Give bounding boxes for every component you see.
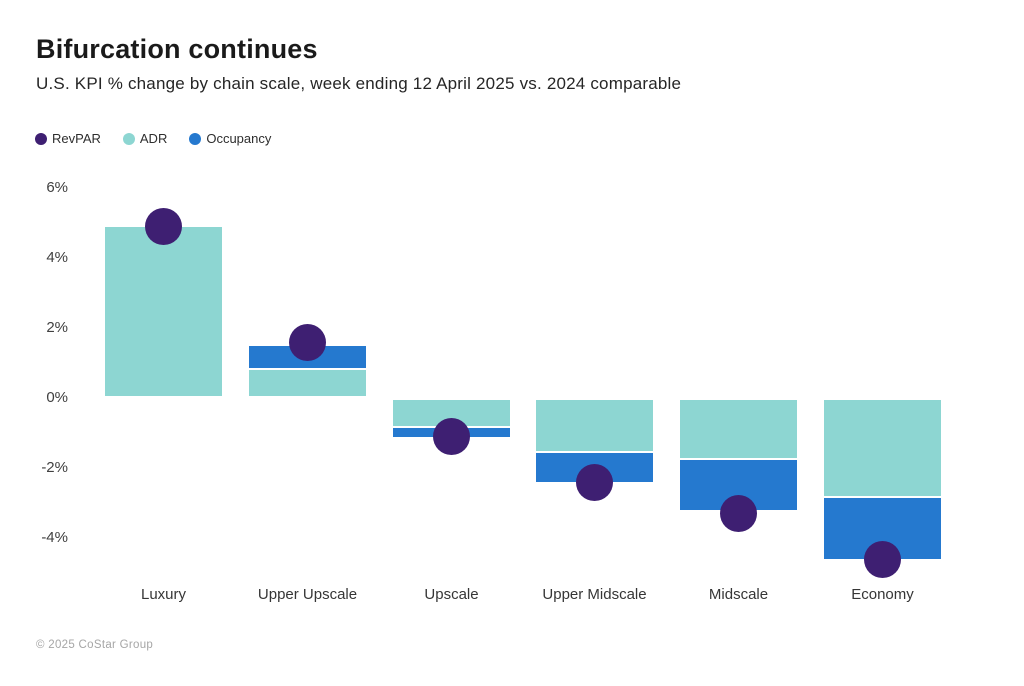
y-tick-label: -2% bbox=[41, 459, 68, 476]
x-category-label: Upper Midscale bbox=[542, 586, 647, 603]
legend-label: RevPAR bbox=[52, 131, 101, 146]
legend-item-revpar: RevPAR bbox=[35, 131, 101, 146]
y-tick-label: -4% bbox=[41, 529, 68, 546]
y-tick-label: 2% bbox=[46, 319, 68, 336]
revpar-dot bbox=[576, 463, 613, 501]
x-category-label: Upscale bbox=[424, 586, 479, 603]
legend-dot bbox=[122, 132, 135, 145]
legend-item-occupancy: Occupancy bbox=[189, 131, 271, 146]
revpar-dot bbox=[864, 540, 901, 578]
legend-dot bbox=[35, 132, 47, 145]
chart-legend: RevPAR ADR Occupancy bbox=[35, 131, 271, 146]
legend-label: Occupancy bbox=[206, 131, 272, 146]
y-tick-label: 0% bbox=[46, 389, 68, 406]
revpar-dot bbox=[720, 495, 757, 532]
chart-title: Bifurcation continues bbox=[36, 34, 318, 64]
legend-item-adr: ADR bbox=[122, 131, 168, 146]
x-category-label: Midscale bbox=[708, 586, 769, 603]
bar-segment-adr bbox=[824, 400, 941, 496]
bar-segment-adr bbox=[680, 400, 797, 458]
y-tick-label: 6% bbox=[46, 179, 68, 196]
x-category-label: Economy bbox=[851, 586, 914, 603]
legend-dot bbox=[189, 132, 202, 145]
revpar-dot bbox=[289, 323, 326, 361]
revpar-dot bbox=[433, 418, 470, 455]
bar-segment-adr bbox=[105, 226, 222, 396]
bar-segment-adr bbox=[249, 370, 366, 396]
x-category-label: Upper Upscale bbox=[257, 586, 358, 603]
chart-subtitle: U.S. KPI % change by chain scale, week e… bbox=[36, 74, 682, 93]
bar-segment-adr bbox=[536, 400, 653, 451]
y-tick-label: 4% bbox=[46, 249, 68, 266]
legend-label: ADR bbox=[139, 131, 168, 146]
revpar-dot bbox=[145, 208, 182, 245]
x-category-label: Luxury bbox=[140, 586, 187, 603]
copyright-text: © 2025 CoStar Group bbox=[36, 639, 154, 651]
